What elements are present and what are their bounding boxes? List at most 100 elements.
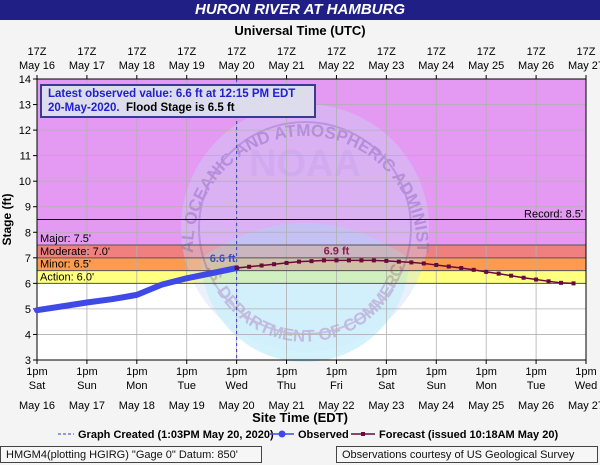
top-tick-date: May 19 (169, 60, 205, 72)
top-tick-hour: 17Z (227, 46, 246, 58)
forecast-point (434, 262, 439, 267)
top-tick-date: May 18 (119, 60, 155, 72)
bottom-tick-day: Wed (225, 380, 247, 392)
bottom-tick-day: Fri (330, 380, 343, 392)
top-tick-hour: 17Z (377, 46, 396, 58)
bottom-tick-time: 1pm (426, 366, 447, 378)
forecast-point (234, 266, 239, 271)
y-tick-label: 13 (19, 100, 31, 112)
threshold-label-action: Action: 6.0' (40, 271, 94, 283)
top-tick-hour: 17Z (127, 46, 146, 58)
forecast-point (359, 258, 364, 263)
top-tick-hour: 17Z (527, 46, 546, 58)
bottom-tick-time: 1pm (326, 366, 347, 378)
y-axis-title: Stage (ft) (0, 194, 14, 246)
forecast-point (559, 280, 564, 285)
bottom-tick-day: Mon (126, 380, 147, 392)
y-tick-label: 11 (20, 151, 31, 163)
bottom-tick-day: Mon (475, 380, 496, 392)
top-tick-date: May 23 (368, 60, 404, 72)
forecast-point (471, 267, 476, 272)
forecast-point (521, 275, 526, 280)
legend-created-label: Graph Created (1:03PM May 20, 2020) (78, 429, 274, 441)
bottom-tick-date: May 27 (568, 400, 600, 412)
flood-stage-text: Flood Stage is 6.5 ft (126, 102, 235, 114)
legend-forecast-label: Forecast (issued 10:18AM May 20) (379, 429, 558, 441)
y-tick-label: 4 (25, 329, 31, 341)
y-tick-label: 3 (25, 355, 31, 367)
forecast-point (334, 258, 339, 263)
y-tick-label: 5 (25, 304, 31, 316)
observations-courtesy-footer: Observations courtesy of US Geological S… (336, 446, 598, 463)
top-tick-date: May 17 (69, 60, 105, 72)
threshold-label-major: Major: 7.5' (40, 233, 91, 245)
series-line-observed (34, 265, 240, 314)
bottom-tick-date: May 18 (119, 400, 155, 412)
forecast-point (297, 259, 302, 264)
band-major (37, 245, 586, 258)
chart-title: HURON RIVER AT HAMBURG (0, 0, 600, 20)
top-tick-hour: 17Z (277, 46, 296, 58)
bottom-tick-time: 1pm (575, 366, 596, 378)
y-tick-label: 14 (19, 74, 31, 86)
bottom-tick-date: May 26 (518, 400, 554, 412)
bottom-axis-title: Site Time (EDT) (252, 410, 348, 425)
noaa-logo-ring (198, 121, 412, 335)
bottom-tick-date: May 17 (69, 400, 105, 412)
plot-frame (36, 78, 587, 361)
bottom-tick-day: Tue (527, 380, 546, 392)
forecast-point (484, 269, 489, 274)
y-tick-label: 8 (25, 227, 31, 239)
value-annotation: 6.6 ft (210, 253, 236, 265)
top-tick-date: May 16 (19, 60, 55, 72)
top-tick-date: May 26 (518, 60, 554, 72)
legend-observed-label: Observed (298, 429, 349, 441)
forecast-point (421, 261, 426, 266)
series-line-forecast (235, 259, 575, 285)
legend: Graph Created (1:03PM May 20, 2020) Obser… (58, 429, 558, 441)
threshold-label-record: Record: 8.5' (524, 209, 583, 221)
bottom-tick-date: May 20 (219, 400, 255, 412)
bottom-tick-date: May 22 (318, 400, 354, 412)
top-tick-hour: 17Z (77, 46, 96, 58)
bottom-tick-time: 1pm (276, 366, 297, 378)
forecast-point (396, 259, 401, 264)
top-tick-hour: 17Z (28, 46, 47, 58)
forecast-point (571, 281, 576, 286)
top-tick-date: May 22 (318, 60, 354, 72)
top-tick-date: May 27 (568, 60, 600, 72)
latest-observation-date: 20-May-2020. (48, 102, 120, 114)
bottom-tick-day: Sun (426, 380, 446, 392)
bottom-tick-day: Wed (575, 380, 597, 392)
noaa-logo-circle (181, 104, 429, 352)
forecast-point (384, 258, 389, 263)
bottom-tick-time: 1pm (26, 366, 47, 378)
forecast-point (272, 262, 277, 267)
y-tick-label: 6 (25, 278, 31, 290)
bottom-tick-date: May 19 (169, 400, 205, 412)
bottom-tick-time: 1pm (76, 366, 97, 378)
bottom-tick-day: Tue (177, 380, 196, 392)
top-tick-hour: 17Z (327, 46, 346, 58)
y-tick-label: 9 (25, 202, 31, 214)
forecast-point (546, 279, 551, 284)
bottom-tick-date: May 25 (468, 400, 504, 412)
top-tick-date: May 21 (269, 60, 305, 72)
watermark-noaa-text: NOAA (249, 143, 361, 185)
top-tick-date: May 25 (468, 60, 504, 72)
bottom-tick-day: Thu (277, 380, 296, 392)
forecast-point (309, 259, 314, 264)
bottom-tick-day: Sun (77, 380, 97, 392)
bottom-tick-date: May 21 (269, 400, 305, 412)
bottom-tick-time: 1pm (376, 366, 397, 378)
bottom-tick-time: 1pm (226, 366, 247, 378)
forecast-point (371, 258, 376, 263)
legend-observed-marker (278, 430, 286, 438)
forecast-point (496, 271, 501, 276)
forecast-point (259, 263, 264, 268)
latest-observation-box: Latest observed value: 6.6 ft at 12:15 P… (40, 84, 316, 118)
top-tick-date: May 20 (219, 60, 255, 72)
forecast-point (346, 258, 351, 263)
value-annotation: 6.9 ft (324, 245, 350, 257)
bottom-tick-time: 1pm (475, 366, 496, 378)
